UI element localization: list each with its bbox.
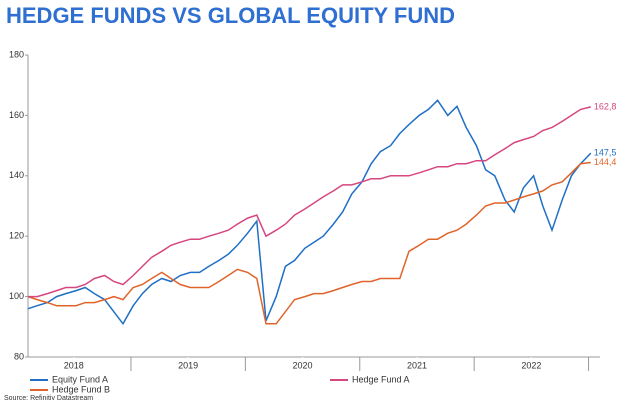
x-tick-label: 2022 xyxy=(521,360,541,370)
series-line xyxy=(27,161,591,325)
y-tick-label: 160 xyxy=(9,110,24,120)
end-label: 162,8 xyxy=(594,101,617,111)
x-tick-label: 2018 xyxy=(64,360,84,370)
x-tick-label: 2019 xyxy=(178,360,198,370)
legend-label: Equity Fund A xyxy=(52,374,108,384)
y-tick-label: 140 xyxy=(9,170,24,180)
y-tick-label: 180 xyxy=(9,49,24,59)
end-label: 144,4 xyxy=(594,157,617,167)
series-line xyxy=(28,106,591,298)
x-tick-label: 2020 xyxy=(293,360,313,370)
legend-label: Hedge Fund A xyxy=(352,374,410,384)
source: Source: Refinitiv Datastream xyxy=(4,395,93,402)
end-label: 147,5 xyxy=(594,148,617,158)
y-tick-label: 100 xyxy=(9,291,24,301)
y-tick-label: 120 xyxy=(9,231,24,241)
series-line xyxy=(27,99,592,326)
chart-title: HEDGE FUNDS VS GLOBAL EQUITY FUND xyxy=(6,3,455,28)
y-tick-label: 80 xyxy=(14,351,24,361)
x-tick-label: 2021 xyxy=(407,360,427,370)
legend-label: Hedge Fund B xyxy=(52,384,110,394)
